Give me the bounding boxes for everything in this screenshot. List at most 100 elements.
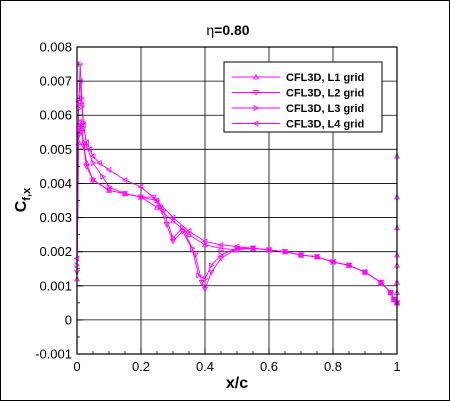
data-point <box>209 262 215 269</box>
data-point <box>169 214 176 221</box>
data-point <box>106 183 113 190</box>
data-point <box>208 269 215 276</box>
legend-label: CFL3D, L2 grid <box>286 88 364 100</box>
legend-box <box>223 61 383 133</box>
data-point <box>390 296 397 303</box>
legend-entry: CFL3D, L3 grid <box>232 103 364 115</box>
y-tick-label: 0.003 <box>39 210 72 225</box>
series-group <box>73 60 401 307</box>
y-tick-label: 0.004 <box>39 176 72 191</box>
x-tick-label: 0.6 <box>260 359 278 374</box>
legend-marker <box>252 120 259 127</box>
y-axis-label: Cf,x <box>13 187 33 212</box>
data-point <box>233 243 240 250</box>
legend-label: CFL3D, L4 grid <box>286 119 364 131</box>
legend: CFL3D, L1 grid CFL3D, L2 grid CFL3D, L3 gr… <box>223 61 383 133</box>
data-point <box>83 139 89 146</box>
data-point <box>84 142 90 150</box>
x-tick-label: 0.8 <box>324 359 342 374</box>
svg-text:Cf,x: Cf,x <box>13 187 33 212</box>
y-axis-label-subscript: f,x <box>21 187 33 201</box>
data-point <box>345 262 352 269</box>
series-line <box>76 81 398 304</box>
legend-label: CFL3D, L1 grid <box>286 72 364 84</box>
chart-title: η=0.80 <box>206 22 249 38</box>
y-tick-label: 0.005 <box>39 142 72 157</box>
x-tick-label: 1 <box>393 359 400 374</box>
y-tick-label: 0.006 <box>39 108 72 123</box>
series-2 <box>73 123 401 307</box>
legend-marker <box>253 104 260 112</box>
axis-ticks <box>76 46 398 355</box>
legend-entry: CFL3D, L4 grid <box>232 119 364 131</box>
data-point <box>265 246 272 254</box>
data-point <box>198 280 205 286</box>
data-point <box>153 204 161 210</box>
y-tick-label: 0.007 <box>39 74 72 89</box>
data-point <box>361 269 368 276</box>
data-point <box>201 286 209 293</box>
data-point <box>153 197 160 204</box>
series-line <box>76 125 398 304</box>
legend-entry: CFL3D, L2 grid <box>232 88 364 100</box>
series-1 <box>73 118 401 306</box>
data-point <box>121 176 128 184</box>
data-point <box>161 207 167 214</box>
data-point <box>137 183 144 190</box>
data-point <box>202 275 209 283</box>
x-tick-label: 0.2 <box>132 359 150 374</box>
data-point <box>105 166 112 173</box>
data-point <box>83 164 90 170</box>
data-point <box>329 258 336 265</box>
y-tick-label: 0 <box>65 312 72 327</box>
data-point <box>180 224 186 231</box>
data-point <box>201 241 209 248</box>
data-point <box>80 122 86 129</box>
data-point <box>86 146 93 153</box>
y-tick-label: -0.001 <box>35 347 72 362</box>
data-point <box>249 245 256 252</box>
data-point <box>281 248 288 255</box>
data-point <box>100 173 106 180</box>
legend-entry: CFL3D, L1 grid <box>232 72 364 84</box>
data-point <box>78 101 85 109</box>
data-point <box>313 253 320 260</box>
y-axis-label-main: C <box>13 200 30 212</box>
data-point <box>89 153 96 160</box>
data-point <box>234 245 241 252</box>
data-point <box>217 245 225 251</box>
data-point <box>163 222 170 228</box>
data-point <box>185 228 192 235</box>
data-point <box>189 245 196 252</box>
data-point <box>218 251 225 259</box>
data-point <box>122 190 129 197</box>
data-point <box>170 234 177 242</box>
x-tick-label: 0.4 <box>196 359 214 374</box>
data-point <box>233 246 241 253</box>
data-point <box>217 241 224 248</box>
y-tick-label: 0.001 <box>39 278 72 293</box>
data-point <box>169 217 177 224</box>
y-tick-label: 0.008 <box>39 40 72 55</box>
data-point <box>196 272 202 279</box>
data-point <box>201 238 208 245</box>
x-axis-label: x/c <box>226 375 248 392</box>
data-point <box>387 289 393 296</box>
data-point <box>138 194 145 201</box>
legend-marker <box>252 73 260 80</box>
data-point <box>89 177 97 184</box>
data-point <box>90 159 97 167</box>
legend-label: CFL3D, L3 grid <box>286 103 364 115</box>
legend-marker <box>252 90 260 96</box>
data-point <box>96 159 102 167</box>
data-point <box>75 98 81 105</box>
data-point <box>185 231 193 237</box>
tick-labels: 0 0.2 0.4 0.6 0.8 1-0.00100.0010.0020.0030.00… <box>35 40 400 375</box>
grid-lines <box>77 47 397 354</box>
data-point <box>297 251 304 259</box>
data-point <box>78 129 85 136</box>
data-point <box>377 279 384 286</box>
y-tick-label: 0.002 <box>39 244 72 259</box>
x-tick-label: 0 <box>73 359 80 374</box>
